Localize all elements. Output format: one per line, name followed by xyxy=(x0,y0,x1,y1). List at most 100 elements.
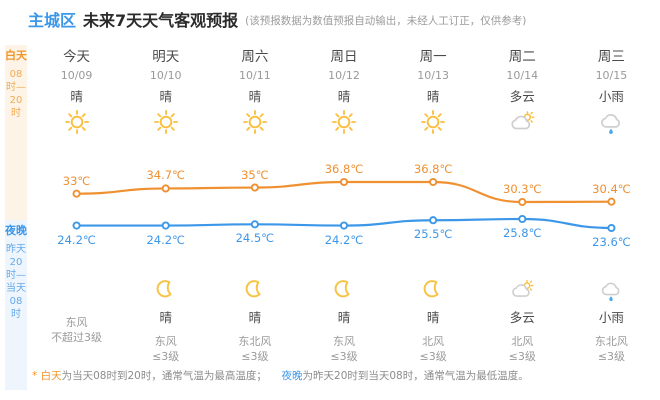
night-block: 晴北风 ≤3级 xyxy=(389,277,478,364)
moon-icon xyxy=(153,277,179,307)
wind-info: 东风 ≤3级 xyxy=(121,335,210,364)
page-subtitle-note: (该预报数据为数值预报自动输出，未经人工订正，仅供参考) xyxy=(245,14,527,27)
light-rain-icon xyxy=(598,277,624,307)
footnote-night-keyword: 夜晚 xyxy=(281,370,303,382)
night-weather-icon-box xyxy=(210,277,299,307)
night-block: 东风 不超过3级 xyxy=(32,277,121,345)
night-condition-text: 晴 xyxy=(337,310,351,325)
partly-cloudy-night-icon xyxy=(509,277,535,307)
sun-icon xyxy=(152,108,180,140)
day-name: 周一 xyxy=(419,49,447,65)
day-date: 10/15 xyxy=(595,69,628,82)
day-weather-icon-box xyxy=(567,107,656,141)
day-weather-icon-box xyxy=(210,107,299,141)
rail-day-hours: 08时—20时 xyxy=(6,68,26,119)
rail-day-label: 白天 xyxy=(5,49,27,62)
day-date: 10/10 xyxy=(149,69,182,82)
wind-level: ≤3级 xyxy=(330,349,358,363)
forecast-column[interactable]: 周二 10/14 多云 多云 北风 ≤3级 xyxy=(478,45,567,365)
day-weather-icon-box xyxy=(121,107,210,141)
rail-segment-day: 白天 08时—20时 xyxy=(5,45,27,220)
night-block: 晴东北风 ≤3级 xyxy=(210,277,299,364)
wind-direction: 东风 xyxy=(154,335,177,348)
sun-icon xyxy=(63,108,91,140)
night-block: 多云北风 ≤3级 xyxy=(478,277,567,364)
sun-icon xyxy=(330,108,358,140)
day-condition-text: 小雨 xyxy=(598,89,624,104)
sun-icon xyxy=(241,108,269,140)
footnote-day-text: 为当天08时到20时，通常气温为最高温度； xyxy=(61,370,267,382)
night-weather-icon-box xyxy=(121,277,210,307)
day-condition-text: 晴 xyxy=(248,89,262,104)
night-weather-icon-box xyxy=(299,277,388,307)
rail-segment-night: 夜晚 昨天20时—当天08时 xyxy=(5,220,27,390)
wind-level: ≤3级 xyxy=(597,349,626,363)
night-condition-text: 多云 xyxy=(509,310,535,325)
day-name: 明天 xyxy=(152,49,180,65)
rail-night-label: 夜晚 xyxy=(5,224,27,237)
night-condition-text: 小雨 xyxy=(598,310,624,325)
moon-icon xyxy=(420,277,446,307)
wind-info: 北风 ≤3级 xyxy=(478,335,567,364)
day-date: 10/12 xyxy=(328,69,360,82)
night-weather-icon-box xyxy=(478,277,567,307)
wind-level: ≤3级 xyxy=(419,349,447,363)
day-weather-icon-box xyxy=(478,107,567,141)
day-name: 周三 xyxy=(597,49,625,65)
wind-direction: 东风 xyxy=(332,335,355,348)
forecast-column[interactable]: 周六 10/11 晴晴东北风 ≤3级 xyxy=(210,45,299,365)
day-date: 10/14 xyxy=(506,69,539,82)
footnote-asterisk: * xyxy=(32,370,38,382)
day-weather-icon-box xyxy=(299,107,388,141)
page-title: 未来7天天气客观预报 xyxy=(83,11,239,30)
day-name: 周六 xyxy=(241,49,269,65)
day-name: 今天 xyxy=(63,49,91,65)
footnote-day-keyword: 白天 xyxy=(40,370,62,382)
night-weather-icon-box xyxy=(32,277,121,307)
wind-level: ≤3级 xyxy=(241,349,269,363)
forecast-column[interactable]: 周三 10/15 小雨 小雨 东北风 ≤3级 xyxy=(567,45,656,365)
wind-info: 东北风 ≤3级 xyxy=(567,335,656,364)
night-block: 小雨东北风 ≤3级 xyxy=(567,277,656,364)
night-condition-text: 晴 xyxy=(248,310,262,325)
wind-info: 北风 ≤3级 xyxy=(389,335,478,364)
partly-cloudy-icon xyxy=(508,108,536,140)
light-rain-icon xyxy=(597,108,625,140)
forecast-column[interactable]: 周一 10/13 晴晴北风 ≤3级 xyxy=(389,45,478,365)
wind-direction: 东北风 xyxy=(238,335,272,348)
night-condition-text: 晴 xyxy=(426,310,440,325)
day-condition-text: 晴 xyxy=(70,89,83,104)
forecast-column[interactable]: 周日 10/12 晴晴东风 ≤3级 xyxy=(299,45,388,365)
day-name: 周日 xyxy=(330,49,358,65)
wind-direction: 东北风 xyxy=(594,335,628,348)
forecast-column[interactable]: 今天 10/09 晴东风 不超过3级 xyxy=(32,45,121,365)
day-date: 10/09 xyxy=(60,69,93,82)
day-date: 10/11 xyxy=(239,69,271,82)
night-condition-text: 晴 xyxy=(159,310,172,325)
night-weather-icon-box xyxy=(389,277,478,307)
day-condition-text: 多云 xyxy=(509,89,535,104)
wind-info: 东风 ≤3级 xyxy=(299,335,388,364)
period-rail: 白天 08时—20时 夜晚 昨天20时—当天08时 xyxy=(5,45,27,390)
forecast-column[interactable]: 明天 10/10 晴晴东风 ≤3级 xyxy=(121,45,210,365)
rail-night-hours: 昨天20时—当天08时 xyxy=(6,243,26,320)
footer-legend: * 白天为当天08时到20时，通常气温为最高温度； 夜晚为昨天20时到当天08时… xyxy=(32,368,642,384)
moon-icon xyxy=(242,277,268,307)
region-name[interactable]: 主城区 xyxy=(28,11,77,30)
wind-level: 不超过3级 xyxy=(51,330,103,344)
wind-level: ≤3级 xyxy=(508,349,536,363)
wind-level: ≤3级 xyxy=(152,349,180,363)
night-block: 晴东风 ≤3级 xyxy=(121,277,210,364)
forecast-columns: 今天 10/09 晴东风 不超过3级 明天 10/10 晴晴东风 ≤3级 周六 10/11 晴晴东北… xyxy=(32,45,656,365)
day-weather-icon-box xyxy=(32,107,121,141)
day-condition-text: 晴 xyxy=(159,89,172,104)
footnote-night-text: 为昨天20时到当天08时，通常气温为最低温度。 xyxy=(302,370,529,382)
day-condition-text: 晴 xyxy=(426,89,440,104)
day-weather-icon-box xyxy=(389,107,478,141)
day-date: 10/13 xyxy=(417,69,449,82)
wind-info: 东风 不超过3级 xyxy=(32,316,121,345)
wind-direction: 北风 xyxy=(511,335,534,348)
day-name: 周二 xyxy=(508,49,536,65)
wind-direction: 东风 xyxy=(65,316,88,329)
